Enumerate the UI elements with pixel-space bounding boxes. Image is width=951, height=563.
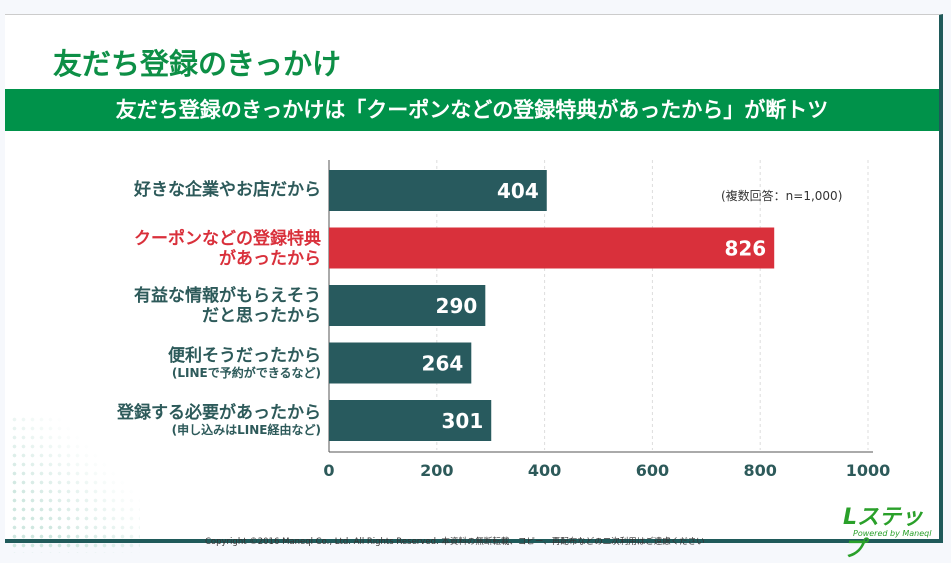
x-tick-label: 1000 [846, 461, 891, 480]
category-line1: 便利そうだったから [168, 345, 321, 366]
category-line1: 登録する必要があったから [117, 403, 321, 423]
copyright: Copyright ©2016 Maneql Co., Ltd. All Rig… [205, 537, 705, 547]
category-line2: (LINEで予約ができるなど) [171, 365, 321, 380]
category-line2: だと思ったから [202, 306, 321, 326]
headline-banner: 友だち登録のきっかけは「クーポンなどの登録特典があったから」が断トツ [5, 89, 939, 131]
dot-decoration [10, 415, 140, 553]
bar [329, 285, 486, 326]
data-label: 290 [436, 294, 478, 318]
data-label: 826 [724, 237, 766, 261]
category-label: 好きな企業やお店だから [134, 180, 321, 200]
category-label: クーポンなどの登録特典 があったから [134, 229, 321, 269]
category-label: 便利そうだったから (LINEで予約ができるなど) [168, 346, 321, 380]
slide: 友だち登録のきっかけ 友だち登録のきっかけは「クーポンなどの登録特典があったから… [5, 14, 943, 562]
category-line1: クーポンなどの登録特典 [134, 228, 321, 249]
x-tick-label: 600 [636, 461, 669, 480]
data-label: 264 [422, 352, 464, 376]
category-label: 登録する必要があったから (申し込みはLINE経由など) [117, 403, 321, 437]
category-line2: があったから [219, 248, 321, 269]
x-tick-label: 800 [743, 461, 776, 480]
sample-note: (複数回答：n=1,000) [721, 189, 843, 203]
category-line1: 好きな企業やお店だから [134, 180, 321, 200]
bar [329, 227, 775, 269]
category-line1: 有益な情報がもらえそう [134, 286, 321, 306]
x-tick-label: 200 [420, 461, 453, 480]
bar-chart: 0 200 400 600 800 1000 404 826 290 264 301 [323, 160, 891, 480]
category-label: 有益な情報がもらえそう だと思ったから [134, 286, 321, 326]
data-label: 404 [497, 179, 539, 203]
data-label: 301 [441, 409, 483, 433]
bar [329, 400, 492, 441]
category-line2: (申し込みはLINE経由など) [171, 423, 321, 437]
bar [329, 342, 472, 384]
x-tick-label: 0 [323, 461, 334, 480]
bar [329, 170, 547, 211]
x-tick-label: 400 [528, 461, 561, 480]
page-title: 友だち登録のきっかけ [53, 47, 341, 81]
logo-subtitle: Powered by Maneql [853, 529, 932, 538]
